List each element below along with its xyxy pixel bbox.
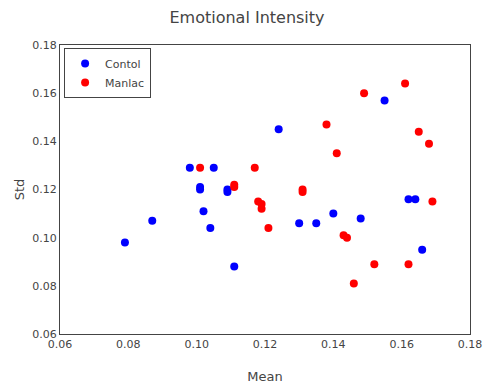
svg-text:Manlac: Manlac [105,77,144,90]
svg-text:0.12: 0.12 [32,183,57,196]
svg-text:0.06: 0.06 [32,328,57,341]
svg-text:Emotional Intensity: Emotional Intensity [169,8,324,27]
svg-text:0.16: 0.16 [32,87,57,100]
svg-text:0.10: 0.10 [32,232,57,245]
svg-text:0.12: 0.12 [253,338,278,351]
svg-text:0.18: 0.18 [458,338,483,351]
svg-text:Mean: Mean [247,369,282,384]
svg-text:Std: Std [12,179,27,201]
svg-text:0.06: 0.06 [48,338,73,351]
svg-text:0.10: 0.10 [184,338,209,351]
svg-text:0.14: 0.14 [321,338,346,351]
svg-text:0.08: 0.08 [116,338,141,351]
svg-text:0.16: 0.16 [389,338,414,351]
svg-text:0.14: 0.14 [32,135,57,148]
svg-text:0.18: 0.18 [32,39,57,52]
svg-text:Contol: Contol [105,58,140,71]
svg-text:0.08: 0.08 [32,280,57,293]
